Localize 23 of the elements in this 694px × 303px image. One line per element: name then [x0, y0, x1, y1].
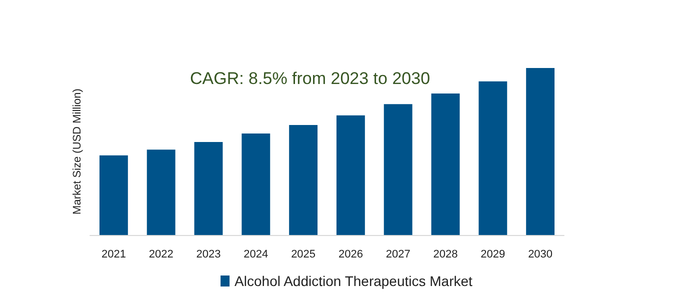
bar [384, 104, 412, 235]
x-tick-label: 2027 [386, 248, 410, 260]
x-tick-label: 2030 [528, 248, 553, 260]
x-tick-label: 2026 [338, 248, 363, 260]
annotation: CAGR: 8.5% from 2023 to 2030 [190, 69, 430, 88]
bar [336, 115, 365, 235]
x-tick-label: 2021 [101, 248, 126, 260]
bar [242, 133, 270, 235]
bar [431, 94, 460, 235]
x-tick-label: 2029 [480, 248, 506, 260]
y-axis-title: Market Size (USD Million) [72, 88, 84, 214]
bar [99, 155, 128, 235]
x-tick-label: 2025 [291, 248, 316, 260]
x-tick-label: 2028 [433, 248, 458, 260]
bar [289, 124, 318, 235]
bar [526, 68, 555, 235]
bar [194, 142, 223, 235]
x-tick-label: 2024 [244, 248, 268, 260]
x-tick-label: 2022 [148, 248, 174, 260]
legend-label: Alcohol Addiction Therapeutics Market [234, 273, 473, 289]
bar [478, 81, 508, 235]
bar [146, 150, 176, 235]
x-tick-label: 2023 [196, 248, 221, 260]
